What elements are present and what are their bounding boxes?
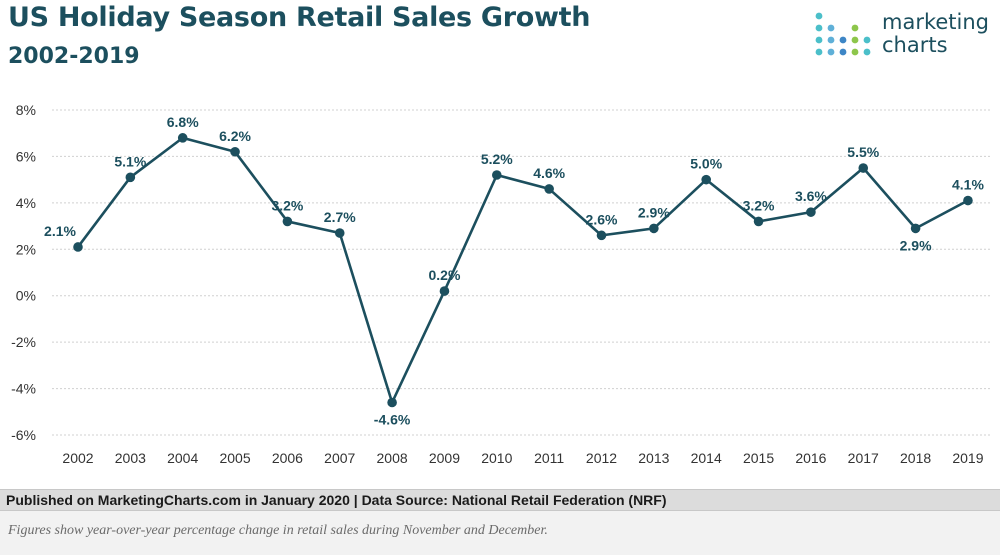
x-tick-label: 2004 <box>167 450 198 466</box>
data-point <box>125 172 136 183</box>
data-point <box>282 216 293 227</box>
y-tick-label: -2% <box>11 334 36 350</box>
x-tick-label: 2019 <box>952 450 983 466</box>
data-label: 2.9% <box>900 237 932 253</box>
data-label: 5.1% <box>114 153 146 169</box>
data-label: -4.6% <box>374 412 411 428</box>
data-point <box>439 286 450 296</box>
x-tick-label: 2005 <box>219 450 250 466</box>
x-tick-label: 2007 <box>324 450 355 466</box>
data-label: 2.6% <box>586 211 618 227</box>
data-label: 2.9% <box>638 204 670 220</box>
x-tick-label: 2016 <box>795 450 826 466</box>
data-point <box>806 207 816 217</box>
x-tick-label: 2013 <box>638 450 669 466</box>
data-label: 5.2% <box>481 151 513 167</box>
x-tick-label: 2010 <box>481 450 512 466</box>
series-line <box>76 136 969 404</box>
data-label: 4.6% <box>533 165 565 181</box>
data-label: 3.6% <box>795 188 827 204</box>
source-text: Published on MarketingCharts.com in Janu… <box>6 492 667 508</box>
x-tick-label: 2017 <box>848 450 879 466</box>
y-tick-label: 0% <box>16 288 36 304</box>
data-point <box>963 195 973 206</box>
data-labels: 2.1% 5.1% 6.8% 6.2% 3.2% 2.7% -4.6% 0.2% 5.2% 4.6… <box>44 114 984 428</box>
y-axis-ticks: 8% 6% 4% 2% 0% -2% -4% -6% <box>11 102 36 443</box>
marketingcharts-logo[interactable]: marketing charts <box>812 10 989 60</box>
data-label: 6.8% <box>167 114 199 130</box>
y-tick-label: 6% <box>16 148 36 164</box>
y-tick-label: 2% <box>16 241 36 257</box>
chart-note: Figures show year-over-year percentage c… <box>0 511 1000 555</box>
x-tick-label: 2015 <box>743 450 774 466</box>
y-tick-label: 8% <box>16 102 36 118</box>
x-tick-label: 2009 <box>429 450 460 466</box>
grid-lines <box>52 109 990 436</box>
line-chart: 8% 6% 4% 2% 0% -2% -4% -6% 2002 2003 2004 2005 2006… <box>11 102 990 466</box>
y-tick-label: -6% <box>11 427 36 443</box>
data-point <box>334 228 345 238</box>
data-label: 2.1% <box>44 223 76 239</box>
data-label: 5.5% <box>847 144 879 160</box>
data-label: 6.2% <box>219 128 251 144</box>
data-label: 4.1% <box>952 177 984 193</box>
x-tick-label: 2012 <box>586 450 617 466</box>
data-label: 3.2% <box>271 197 303 213</box>
data-points <box>73 133 973 408</box>
data-label: 0.2% <box>428 267 460 283</box>
dot-grid-logo-icon <box>815 12 871 56</box>
x-tick-label: 2018 <box>900 450 931 466</box>
data-point <box>649 223 659 234</box>
data-point <box>753 216 764 227</box>
data-point <box>387 397 397 408</box>
data-point <box>701 174 711 185</box>
logo-line-2: charts <box>882 33 948 57</box>
data-point <box>230 146 240 157</box>
x-tick-label: 2003 <box>115 450 146 466</box>
chart-subtitle: 2002-2019 <box>8 44 140 69</box>
data-point <box>910 223 921 234</box>
x-tick-label: 2002 <box>62 450 93 466</box>
logo-line-1: marketing <box>882 10 989 34</box>
x-tick-label: 2014 <box>691 450 722 466</box>
data-point <box>596 230 607 241</box>
y-tick-label: 4% <box>16 195 36 211</box>
data-label: 5.0% <box>690 156 722 172</box>
data-label: 3.2% <box>743 197 775 213</box>
note-text: Figures show year-over-year percentage c… <box>8 523 548 538</box>
data-point <box>492 170 502 180</box>
x-axis-ticks: 2002 2003 2004 2005 2006 2007 2008 2009 2010 2011… <box>62 450 983 466</box>
data-point <box>177 133 188 143</box>
data-point <box>544 184 554 194</box>
x-tick-label: 2011 <box>534 450 564 466</box>
source-footer: Published on MarketingCharts.com in Janu… <box>0 489 1000 511</box>
x-tick-label: 2008 <box>377 450 408 466</box>
y-tick-label: -4% <box>11 381 36 397</box>
logo-wordmark: marketing charts <box>882 11 989 57</box>
data-label: 2.7% <box>324 209 356 225</box>
data-point <box>73 242 83 252</box>
data-point <box>858 163 869 173</box>
chart-title: US Holiday Season Retail Sales Growth <box>8 2 591 33</box>
x-tick-label: 2006 <box>272 450 303 466</box>
